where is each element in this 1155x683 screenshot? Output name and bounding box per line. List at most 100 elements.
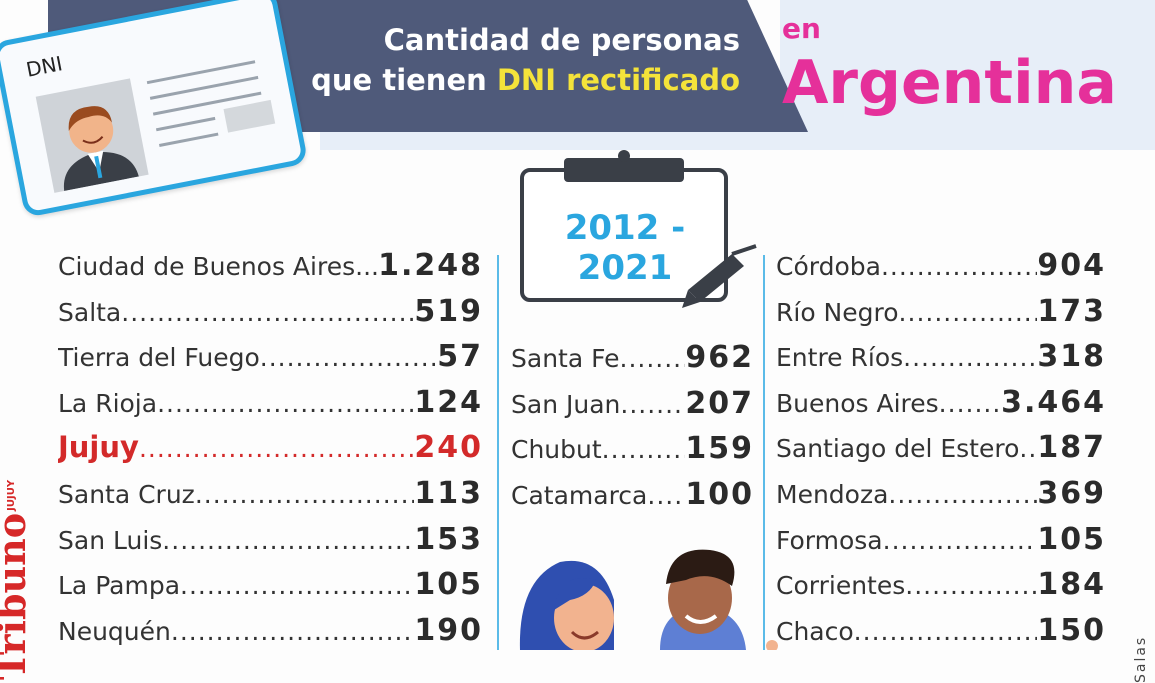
province-name: Tierra del Fuego bbox=[58, 343, 260, 373]
title-line-2: que tienen DNI rectificado bbox=[250, 60, 740, 100]
province-name: La Pampa bbox=[58, 571, 181, 601]
province-name: Buenos Aires bbox=[776, 388, 939, 418]
title-highlight: DNI rectificado bbox=[496, 63, 740, 97]
header-banner-light bbox=[780, 0, 1155, 150]
province-name: Río Negro bbox=[776, 297, 899, 327]
period-label: 2012 - 2021 bbox=[564, 208, 686, 288]
dot-leader bbox=[260, 335, 437, 380]
dot-leader bbox=[939, 381, 1001, 426]
province-row: Salta 519 bbox=[58, 289, 483, 335]
province-count: 159 bbox=[685, 431, 754, 467]
province-count: 105 bbox=[414, 567, 483, 603]
location-title: Argentina bbox=[782, 48, 1117, 118]
province-count: 150 bbox=[1037, 612, 1106, 648]
province-count: 1.248 bbox=[378, 248, 483, 283]
dot-leader bbox=[139, 426, 414, 471]
province-row: Río Negro 173 bbox=[776, 289, 1106, 335]
province-count: 153 bbox=[414, 521, 483, 557]
province-name: Santiago del Estero bbox=[776, 434, 1020, 464]
province-row: Santiago del Estero 187 bbox=[776, 425, 1106, 471]
page-title: Cantidad de personas que tienen DNI rect… bbox=[250, 20, 740, 100]
province-row: Chaco 150 bbox=[776, 608, 1106, 654]
location-prefix: en bbox=[782, 12, 821, 45]
tribuno-logo-small: JUJUY bbox=[6, 479, 17, 511]
province-row: Mendoza 369 bbox=[776, 471, 1106, 517]
province-count: 187 bbox=[1037, 430, 1106, 466]
province-count: 190 bbox=[414, 612, 483, 648]
clipboard-icon bbox=[520, 150, 757, 308]
dot-leader bbox=[371, 244, 378, 289]
province-name: Mendoza bbox=[776, 479, 889, 509]
province-count: 962 bbox=[685, 340, 754, 375]
dot-leader bbox=[903, 335, 1037, 380]
id-card-label: DNI bbox=[24, 51, 65, 82]
province-name: Neuquén bbox=[58, 616, 171, 646]
province-row: La Rioja 124 bbox=[58, 380, 483, 426]
card-text-line bbox=[155, 116, 216, 132]
province-name: Entre Ríos bbox=[776, 343, 904, 373]
province-count: 904 bbox=[1037, 248, 1106, 283]
pencil-icon bbox=[682, 244, 757, 308]
province-list-right: Córdoba 904 Río Negro 173 Entre Ríos 318 Bueno… bbox=[776, 243, 1106, 653]
province-name: Corrientes bbox=[776, 571, 906, 601]
dot-leader bbox=[647, 473, 685, 518]
photo-credit: Salas bbox=[1133, 635, 1149, 683]
province-name: Santa Fe bbox=[511, 344, 620, 373]
province-row: Jujuy 240 bbox=[58, 425, 483, 471]
province-row: Neuquén 190 bbox=[58, 608, 483, 654]
tribuno-logo: TribunoJUJUY bbox=[0, 479, 34, 680]
column-divider bbox=[763, 255, 765, 650]
dot-leader bbox=[905, 563, 1037, 608]
dot-leader bbox=[162, 518, 414, 563]
province-count: 369 bbox=[1037, 475, 1106, 511]
province-name: San Juan bbox=[511, 389, 621, 419]
province-row: Santa Fe 962 bbox=[511, 335, 754, 381]
province-row: San Juan 207 bbox=[511, 381, 754, 427]
dot-leader bbox=[195, 472, 415, 517]
dot-leader bbox=[602, 427, 686, 472]
header-banner-strip bbox=[320, 132, 1155, 150]
title-line-1: Cantidad de personas bbox=[383, 23, 740, 57]
dot-leader bbox=[854, 609, 1038, 654]
province-name: Ciudad de Buenos Aires.. bbox=[58, 252, 372, 281]
province-count: 240 bbox=[414, 430, 483, 466]
province-name: San Luis bbox=[58, 525, 163, 555]
dot-leader bbox=[1019, 426, 1037, 471]
dot-leader bbox=[888, 472, 1037, 517]
dot-leader bbox=[180, 563, 414, 608]
person-photo-icon bbox=[35, 78, 149, 193]
province-name: La Rioja bbox=[58, 388, 158, 418]
dot-leader bbox=[620, 336, 686, 381]
province-name: Jujuy bbox=[58, 430, 139, 465]
province-count: 100 bbox=[685, 476, 754, 512]
title-line-2-prefix: que tienen bbox=[311, 63, 497, 97]
dot-leader bbox=[883, 518, 1038, 563]
province-row: Chubut 159 bbox=[511, 426, 754, 472]
province-row: Ciudad de Buenos Aires..1.248 bbox=[58, 243, 483, 289]
dot-leader bbox=[620, 382, 685, 427]
dot-leader bbox=[899, 290, 1038, 335]
province-count: 124 bbox=[414, 384, 483, 420]
province-row: Entre Ríos 318 bbox=[776, 334, 1106, 380]
card-signature-box bbox=[223, 99, 276, 133]
province-count: 3.464 bbox=[1001, 384, 1106, 420]
province-name: Chubut bbox=[511, 435, 602, 465]
province-count: 519 bbox=[414, 293, 483, 329]
province-count: 173 bbox=[1037, 293, 1106, 329]
province-name: Formosa bbox=[776, 525, 883, 555]
province-name: Salta bbox=[58, 297, 122, 327]
tribuno-logo-text: Tribuno bbox=[0, 512, 34, 680]
column-divider bbox=[497, 255, 499, 650]
province-row: Buenos Aires 3.464 bbox=[776, 380, 1106, 426]
province-row: Formosa 105 bbox=[776, 517, 1106, 563]
province-row: La Pampa 105 bbox=[58, 562, 483, 608]
province-name: Chaco bbox=[776, 616, 854, 646]
people-illustration-icon bbox=[519, 549, 778, 650]
province-name: Santa Cruz bbox=[58, 479, 195, 509]
province-row: Córdoba 904 bbox=[776, 243, 1106, 289]
province-count: 184 bbox=[1037, 567, 1106, 603]
province-row: Santa Cruz 113 bbox=[58, 471, 483, 517]
card-text-line bbox=[158, 132, 219, 147]
province-row: Catamarca 100 bbox=[511, 472, 754, 518]
province-count: 105 bbox=[1037, 521, 1106, 557]
